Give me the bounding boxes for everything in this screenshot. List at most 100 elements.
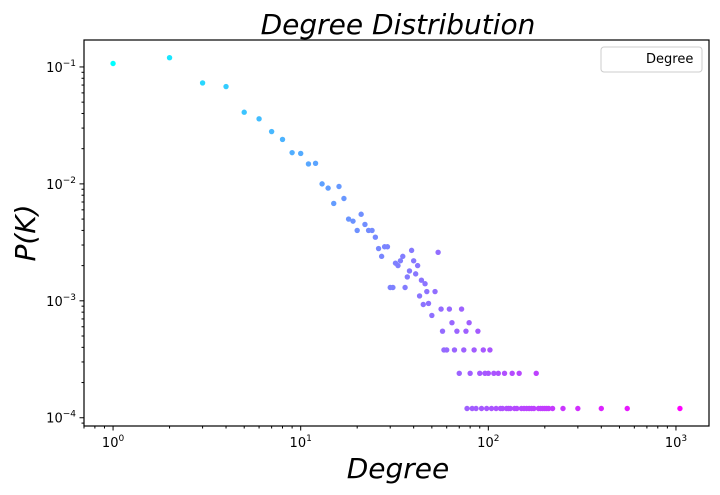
data-point [289,149,295,156]
data-point [378,253,385,260]
legend-box [600,46,703,73]
data-point [312,160,319,166]
data-point [402,284,408,291]
data-point [469,405,475,412]
data-point [446,306,453,312]
data-point [416,293,423,299]
data-point [400,253,406,260]
data-point [466,319,472,326]
data-point [483,405,490,412]
data-point [384,244,391,250]
data-point [420,301,426,308]
data-point [305,161,312,167]
data-point [438,306,444,312]
data-point [495,370,501,376]
x-axis-label: Degree [347,452,450,485]
data-point [406,268,413,274]
data-point [358,211,364,217]
data-point [454,328,460,334]
data-point [480,347,486,353]
data-point [397,258,404,264]
data-point [439,328,446,334]
data-point [549,405,556,412]
data-point [575,405,581,412]
data-point [487,347,493,353]
data-point [425,300,432,307]
data-point [475,328,481,334]
data-point [501,370,508,376]
data-point [325,185,331,191]
data-point [677,405,683,412]
plot-frame [83,39,710,427]
data-point [429,312,435,319]
data-point [598,405,604,412]
data-point [110,60,116,67]
data-point [375,245,382,252]
chart-title: Degree Distribution [261,8,536,41]
data-point [345,216,352,222]
data-point [341,195,347,202]
data-point [298,150,304,157]
data-point [350,218,356,224]
data-point [414,262,421,269]
data-point [199,80,206,86]
plot-points [110,54,683,412]
x-tick-label: 102 [477,434,499,451]
legend-label: Degree [646,52,693,67]
data-point [422,281,428,287]
data-point [463,328,469,334]
data-point [241,109,247,115]
x-tick-label: 101 [290,434,312,451]
data-point [319,181,325,187]
y-tick-label: 10−3 [46,293,76,310]
data-point [624,405,630,412]
data-point [354,227,360,234]
data-point [166,54,173,61]
data-point [467,370,473,376]
data-point [461,347,467,353]
y-ticks: 10−4 10−3 10−2 10−1 [46,59,84,427]
y-axis-label: P(K) [9,204,42,261]
data-point [456,370,462,376]
data-point [390,284,396,291]
data-point [395,262,401,269]
data-point [531,405,537,412]
data-point [404,274,411,280]
data-point [488,405,495,412]
x-tick-label: 103 [665,434,687,451]
data-point [432,288,438,295]
data-point [491,370,497,376]
data-point [256,116,262,122]
data-point [471,347,477,353]
y-tick-label: 10−1 [46,59,76,76]
data-point [444,347,450,353]
y-tick-label: 10−4 [46,410,76,427]
data-point [372,234,379,240]
data-point [464,405,470,412]
data-point [336,183,342,190]
data-point [268,128,275,135]
y-tick-label: 10−2 [46,176,76,193]
data-point [485,370,492,376]
x-ticks: 100 101 102 103 [83,426,687,451]
x-tick-label: 100 [102,434,125,451]
data-point [499,405,506,412]
data-point [279,136,286,143]
data-point [451,347,458,353]
data-point [478,405,485,412]
data-point [560,405,566,412]
legend: Degree [600,46,703,73]
data-point [435,249,441,255]
data-point [418,277,425,283]
data-point [514,405,520,412]
data-point [533,370,539,376]
data-point [493,405,499,412]
data-point [509,370,515,376]
data-point [369,227,375,234]
data-point [410,258,417,264]
data-point [473,405,479,412]
data-point [458,306,465,312]
data-point [516,370,522,376]
data-point [331,200,337,207]
